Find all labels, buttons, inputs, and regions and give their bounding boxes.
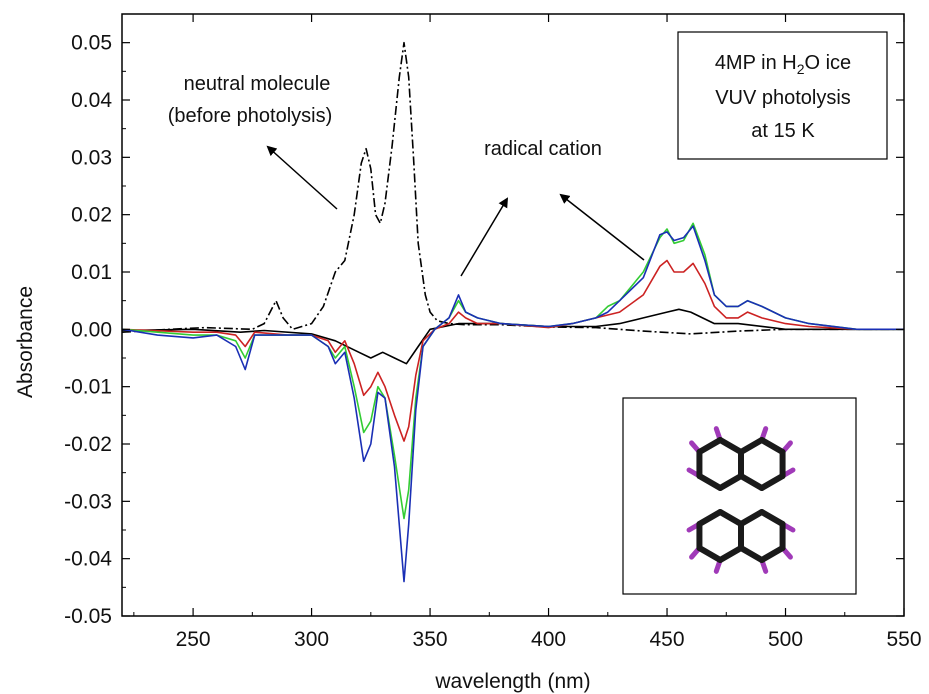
info-box-line-3: at 15 K xyxy=(751,120,815,142)
carbon-bond xyxy=(696,545,724,563)
info-box-line-1-sub: 2 xyxy=(797,61,805,77)
series-line-5 xyxy=(121,225,904,583)
x-tick-label: 500 xyxy=(768,628,803,651)
before-photolysis-label: (before photolysis) xyxy=(168,105,333,127)
y-tick-label: 0.05 xyxy=(71,32,112,55)
carbon-bond xyxy=(717,509,744,527)
y-tick-label: 0.04 xyxy=(71,89,112,112)
carbon-bond xyxy=(696,437,724,455)
carbon-bond xyxy=(717,437,744,455)
y-tick-label: -0.03 xyxy=(64,490,112,513)
series-layer xyxy=(121,41,904,583)
radical-arrow-right xyxy=(559,193,645,261)
carbon-bond xyxy=(717,545,744,563)
molecule-inset-frame xyxy=(622,397,857,595)
info-box-line-1-b: O ice xyxy=(805,52,852,74)
x-tick-label: 250 xyxy=(176,628,211,651)
x-axis-label: wavelength (nm) xyxy=(434,670,590,693)
y-tick-label: -0.05 xyxy=(64,605,112,628)
x-tick-label: 350 xyxy=(413,628,448,651)
y-tick-label: 0.00 xyxy=(71,318,112,341)
carbon-bond xyxy=(717,473,744,491)
series-line-3 xyxy=(121,259,904,442)
y-tick-label: 0.01 xyxy=(71,261,112,284)
info-box xyxy=(677,31,888,160)
y-tick-label: -0.01 xyxy=(64,376,112,399)
carbon-bond xyxy=(738,509,765,527)
carbon-bond xyxy=(696,509,724,527)
carbon-bond xyxy=(738,473,765,491)
y-tick-label: -0.02 xyxy=(64,433,112,456)
x-tick-label: 300 xyxy=(294,628,329,651)
y-tick-label: 0.02 xyxy=(71,204,112,227)
x-tick-label: 450 xyxy=(650,628,685,651)
carbon-bond xyxy=(758,473,786,491)
carbon-bond xyxy=(758,545,786,563)
methylpyrene-molecule-structure xyxy=(686,426,796,574)
carbon-bond xyxy=(758,509,786,527)
y-axis-label: Absorbance xyxy=(14,286,37,398)
info-box-line-1-a: 4MP in H xyxy=(715,52,797,74)
info-box-line-1: 4MP in H2O ice xyxy=(715,52,851,77)
y-tick-label: 0.03 xyxy=(71,146,112,169)
carbon-bond xyxy=(696,473,724,491)
x-tick-label: 550 xyxy=(886,628,921,651)
neutral-molecule-label: neutral molecule xyxy=(184,73,331,95)
y-tick-label: -0.04 xyxy=(64,548,112,571)
carbon-bond xyxy=(758,437,786,455)
plot-frame xyxy=(121,13,905,617)
ticks-layer: 250 300 350 400 450 500 550 -0.05 -0.04 -0.03 -0.0… xyxy=(64,14,922,651)
neutral-arrow xyxy=(266,145,338,210)
carbon-bond xyxy=(738,545,765,563)
carbon-bond xyxy=(738,437,765,455)
info-box-line-2: VUV photolysis xyxy=(715,87,851,109)
x-tick-label: 400 xyxy=(531,628,566,651)
series-line-1 xyxy=(121,41,904,335)
series-line-2 xyxy=(121,308,904,365)
radical-arrow-left xyxy=(460,197,509,277)
radical-cation-label: radical cation xyxy=(484,138,602,160)
